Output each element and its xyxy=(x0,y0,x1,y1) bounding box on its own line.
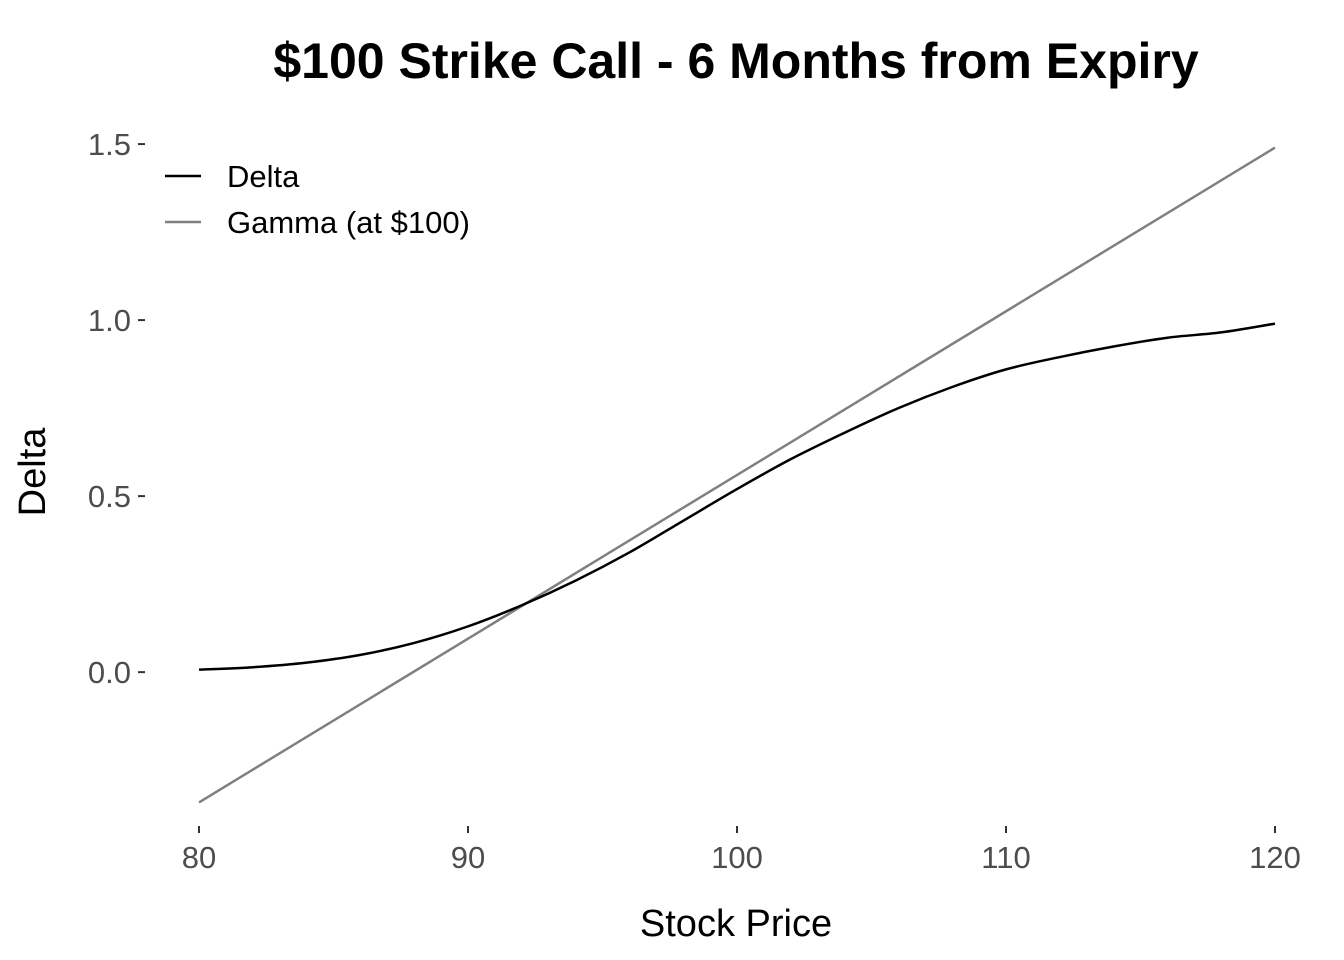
x-tick-label: 110 xyxy=(981,840,1030,875)
x-tick-label: 100 xyxy=(711,840,763,875)
series-layer xyxy=(198,146,1276,804)
series-line-gamma xyxy=(198,146,1276,804)
x-tick-label: 90 xyxy=(451,840,485,875)
x-axis: 80 90 100 110 120 xyxy=(182,826,1301,875)
x-axis-title: Stock Price xyxy=(640,903,832,945)
y-tick-label: 1.5 xyxy=(88,127,131,162)
legend: Delta Gamma (at $100) xyxy=(165,159,470,240)
y-tick-label: 1.0 xyxy=(88,303,131,338)
legend-label-delta: Delta xyxy=(227,159,300,194)
legend-label-gamma: Gamma (at $100) xyxy=(227,205,470,240)
y-tick-label: 0.0 xyxy=(88,655,131,690)
chart-title: $100 Strike Call - 6 Months from Expiry xyxy=(273,33,1198,89)
series-line-delta xyxy=(198,322,1276,671)
y-axis: 0.0 0.5 1.0 1.5 xyxy=(88,127,145,690)
x-tick-label: 80 xyxy=(182,840,216,875)
y-axis-title: Delta xyxy=(12,427,54,517)
x-tick-label: 120 xyxy=(1249,840,1301,875)
y-tick-label: 0.5 xyxy=(88,479,131,514)
